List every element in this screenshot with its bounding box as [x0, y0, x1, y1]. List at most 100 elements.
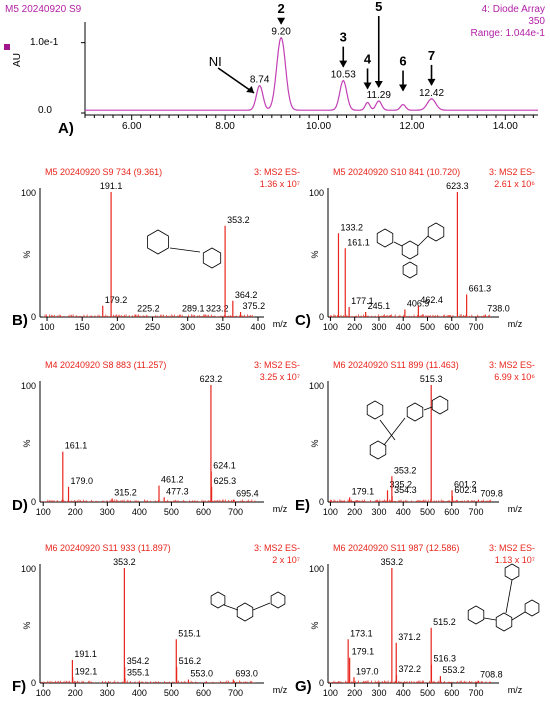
- peak-label: 602.4: [454, 485, 477, 495]
- peak-label: 10.53: [331, 70, 356, 81]
- x-tick-label: 300: [371, 507, 386, 517]
- x-tick-label: 200: [68, 507, 83, 517]
- peak-label: 161.1: [65, 441, 88, 451]
- x-tick-label: 300: [100, 507, 115, 517]
- peak-label: 623.3: [446, 181, 469, 191]
- peak-label: 12.42: [419, 88, 444, 99]
- panel-label: D): [12, 497, 28, 514]
- x-tick-label: 700: [468, 688, 483, 698]
- x-tick-label: 600: [444, 507, 459, 517]
- x-tick-label: 100: [36, 507, 51, 517]
- peak-label: 693.0: [235, 669, 258, 679]
- x-tick-label: 500: [420, 322, 435, 332]
- panel-label: A): [58, 120, 74, 137]
- peak-label: 11.29: [367, 90, 392, 101]
- peak-label: 353.2: [113, 557, 136, 567]
- arrow-head: [399, 84, 408, 92]
- arrow-head: [277, 17, 286, 25]
- x-tick-label: 200: [347, 507, 362, 517]
- annotation-label: 4: [364, 51, 372, 66]
- x-tick-label: 500: [164, 688, 179, 698]
- x-tick-label: 400: [396, 507, 411, 517]
- spectrum-intensity: 1.13 x 10⁷: [495, 555, 535, 565]
- x-tick-label: 700: [228, 688, 243, 698]
- x-axis-label: m/z: [273, 319, 288, 329]
- spectrum-header: M4 20240920 S8 883 (11.257): [45, 360, 166, 370]
- x-tick-label: 350: [215, 322, 230, 332]
- peak-label: 624.1: [213, 461, 236, 471]
- peak-label: 709.8: [480, 489, 503, 499]
- peak-label: 354.3: [394, 485, 417, 495]
- annotation-label: 7: [428, 48, 435, 63]
- y-tick-label: 0.0: [38, 105, 52, 116]
- x-axis-label: m/z: [508, 504, 523, 514]
- x-tick-label: 400: [250, 322, 265, 332]
- y-tick-label: 100: [309, 188, 324, 198]
- x-tick-label: 200: [347, 322, 362, 332]
- x-axis-label: m/z: [273, 504, 288, 514]
- x-tick-label: 600: [444, 688, 459, 698]
- peak-label: 161.1: [347, 237, 370, 247]
- peak-label: 477.3: [166, 486, 189, 496]
- structure-ring: [270, 591, 286, 609]
- peak-label: 353.2: [394, 465, 417, 475]
- arrow-head: [363, 82, 372, 90]
- structure-ring: [236, 602, 254, 622]
- peak-label: 133.2: [340, 222, 363, 232]
- annotation-label-ni: NI: [209, 54, 222, 69]
- peak-label: 516.3: [433, 654, 456, 664]
- chromatogram-trace: [85, 36, 538, 111]
- peak-label: 461.2: [161, 475, 184, 485]
- y-tick-label: 0: [31, 312, 36, 322]
- x-tick-label: 14.00: [493, 121, 518, 132]
- peak-label: 245.1: [368, 301, 391, 311]
- x-tick-label: 100: [323, 322, 338, 332]
- x-tick-label: 8.00: [215, 121, 235, 132]
- annotation-arrow: [217, 67, 255, 94]
- x-tick-label: 12.00: [399, 121, 424, 132]
- x-tick-label: 100: [40, 322, 55, 332]
- peak-label: 177.1: [351, 296, 374, 306]
- structure-ring: [406, 402, 424, 422]
- spectrum-mode: 3: MS2 ES-: [489, 543, 535, 553]
- structure-bond: [169, 247, 201, 253]
- peak-label: 553.0: [190, 669, 213, 679]
- detector-info: Range: 1.044e-1: [470, 28, 545, 39]
- x-tick-label: 600: [196, 688, 211, 698]
- peak-label: 179.1: [352, 486, 375, 496]
- peak-label: 191.1: [100, 181, 123, 191]
- peak-label: 191.1: [74, 649, 97, 659]
- structure-ring: [467, 605, 485, 625]
- x-tick-label: 700: [468, 507, 483, 517]
- y-axis-label: %: [310, 250, 320, 258]
- detector-info: 4: Diode Array: [482, 4, 545, 15]
- peak-label: 738.0: [487, 304, 510, 314]
- y-tick-label: 100: [21, 564, 36, 574]
- x-tick-label: 100: [36, 688, 51, 698]
- peak-label: 372.2: [398, 664, 421, 674]
- y-axis-label: %: [22, 621, 32, 629]
- structure-ring: [401, 240, 419, 260]
- spectrum-mode: 3: MS2 ES-: [489, 360, 535, 370]
- structure-bond: [423, 406, 433, 411]
- peak-label: 225.2: [137, 304, 160, 314]
- annotation-label: 3: [340, 30, 347, 45]
- annotation-label: 6: [399, 54, 406, 69]
- x-tick-label: 300: [371, 688, 386, 698]
- peak-label: 179.0: [71, 476, 94, 486]
- peak-label: 515.1: [178, 628, 201, 638]
- spectrum-header: M5 20240920 S9 734 (9.361): [45, 167, 162, 177]
- arrow-head: [246, 86, 255, 93]
- y-tick-label: 1.0e-1: [30, 37, 59, 48]
- spectrum-intensity: 2 x 10⁷: [272, 555, 300, 565]
- y-tick-label: 0: [319, 678, 324, 688]
- spectrum-header: M6 20240920 S11 899 (11.463): [333, 360, 459, 370]
- chromatogram-header: M5 20240920 S9: [5, 4, 82, 15]
- y-tick-label: 0: [31, 497, 36, 507]
- panel-label: F): [12, 678, 26, 695]
- panel-label: E): [295, 497, 310, 514]
- y-axis-label: AU: [12, 53, 23, 67]
- x-tick-label: 100: [323, 507, 338, 517]
- x-tick-label: 300: [180, 322, 195, 332]
- structure-ring: [524, 599, 540, 617]
